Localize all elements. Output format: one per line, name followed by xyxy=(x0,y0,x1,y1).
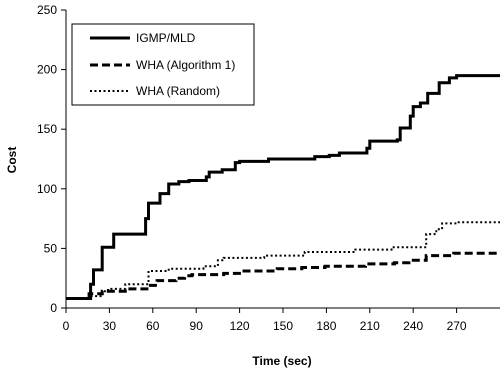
x-tick-label: 60 xyxy=(146,319,160,333)
legend-label-wha-algorithm-1: WHA (Algorithm 1) xyxy=(136,58,235,72)
legend-label-wha-random: WHA (Random) xyxy=(136,84,220,98)
y-tick-label: 50 xyxy=(44,241,58,255)
x-tick-label: 30 xyxy=(103,319,117,333)
y-tick-label: 200 xyxy=(37,63,57,77)
series-line-igmp-mld xyxy=(66,74,500,300)
y-tick-label: 0 xyxy=(50,301,57,315)
x-tick-label: 150 xyxy=(273,319,293,333)
y-axis-title: Cost xyxy=(5,147,19,174)
axis-ticks: 0 50 100 150 200 250 0 30 60 90 120 150 180 210 240 270 xyxy=(37,3,467,333)
x-tick-label: 90 xyxy=(190,319,204,333)
x-tick-label: 210 xyxy=(360,319,380,333)
legend-label-igmp-mld: IGMP/MLD xyxy=(136,31,196,45)
series-line-wha-random xyxy=(66,221,500,300)
x-tick-label: 240 xyxy=(403,319,423,333)
y-tick-label: 150 xyxy=(37,122,57,136)
x-tick-label: 0 xyxy=(63,319,70,333)
series-layer xyxy=(66,74,500,300)
y-tick-label: 100 xyxy=(37,182,57,196)
x-tick-label: 180 xyxy=(316,319,336,333)
x-tick-label: 270 xyxy=(447,319,467,333)
legend: IGMP/MLD WHA (Algorithm 1) WHA (Random) xyxy=(71,23,255,106)
x-axis-title: Time (sec) xyxy=(252,354,311,368)
x-tick-label: 120 xyxy=(230,319,250,333)
series-line-wha-algorithm-1 xyxy=(66,251,500,300)
y-tick-label: 250 xyxy=(37,3,57,17)
